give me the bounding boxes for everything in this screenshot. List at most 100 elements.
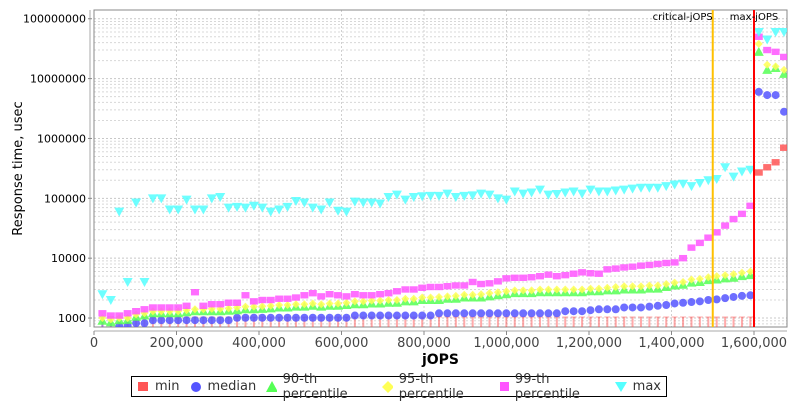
data-point-95-th-percentile — [376, 296, 385, 305]
data-point-max — [602, 187, 613, 197]
data-point-95-th-percentile — [468, 290, 477, 299]
data-point-median — [611, 305, 620, 314]
data-point-max — [391, 190, 402, 200]
data-point-median — [384, 311, 393, 320]
data-point-median — [653, 301, 662, 310]
data-point-max — [181, 195, 192, 205]
data-point-99-th-percentile — [763, 46, 772, 54]
data-point-median — [409, 311, 418, 320]
data-point-99-th-percentile — [771, 48, 780, 56]
data-point-median — [754, 87, 763, 96]
data-point-99-th-percentile — [737, 210, 746, 218]
data-point-95-th-percentile — [460, 290, 469, 299]
data-point-max — [274, 205, 285, 215]
legend-label: 99-th percentile — [514, 371, 580, 402]
data-point-99-th-percentile — [535, 272, 544, 280]
data-point-max — [678, 179, 689, 189]
data-point-95-th-percentile — [367, 296, 376, 305]
data-point-95-th-percentile — [283, 301, 292, 310]
data-point-median — [148, 316, 157, 325]
response-time-chart: 1000 10000 100000 1000000 10000000 100000000 0… — [11, 9, 788, 368]
data-point-max — [147, 194, 158, 204]
data-point-95-th-percentile — [729, 270, 738, 279]
data-point-95-th-percentile — [679, 277, 688, 286]
legend-item-95-th-percentile: 95-th percentile — [382, 372, 488, 402]
data-point-median — [376, 311, 385, 320]
data-point-95-th-percentile — [687, 275, 696, 284]
data-point-max — [316, 205, 327, 215]
data-point-max — [189, 205, 200, 215]
data-point-median — [763, 91, 772, 100]
data-point-99-th-percentile — [367, 292, 376, 299]
data-point-95-th-percentile — [578, 285, 587, 294]
data-point-95-th-percentile — [249, 302, 258, 311]
data-point-max — [97, 290, 108, 300]
data-point-99-th-percentile — [628, 263, 637, 270]
data-point-median — [157, 316, 166, 325]
data-point-99-th-percentile — [409, 286, 418, 293]
data-point-95-th-percentile — [502, 287, 511, 296]
data-point-95-th-percentile — [771, 62, 780, 71]
data-point-min — [771, 159, 780, 166]
legend-diamond-icon — [382, 380, 393, 393]
data-point-median — [174, 316, 183, 325]
data-point-median — [519, 309, 528, 318]
data-point-max — [669, 180, 680, 190]
data-point-99-th-percentile — [401, 286, 410, 293]
data-point-max — [307, 203, 318, 213]
data-point-min — [780, 144, 787, 151]
data-point-95-th-percentile — [780, 65, 787, 74]
data-point-median — [586, 306, 595, 315]
data-point-95-th-percentile — [594, 284, 603, 293]
x-tick-label: 400,000 — [232, 336, 286, 351]
data-point-99-th-percentile — [468, 278, 477, 286]
y-tick-label: 100000000 — [23, 13, 86, 26]
data-point-max — [745, 165, 756, 175]
data-point-max — [484, 190, 495, 200]
data-point-99-th-percentile — [502, 275, 511, 282]
data-point-max — [492, 194, 503, 204]
legend-item-min: min — [137, 379, 180, 394]
data-point-95-th-percentile — [611, 282, 620, 291]
data-point-99-th-percentile — [780, 53, 787, 61]
data-point-95-th-percentile — [409, 294, 418, 303]
data-point-95-th-percentile — [628, 282, 637, 291]
data-point-99-th-percentile — [233, 299, 242, 306]
data-point-max — [610, 186, 621, 196]
data-point-99-th-percentile — [308, 289, 317, 297]
data-point-max — [400, 195, 411, 205]
data-point-max — [206, 194, 217, 204]
data-point-99-th-percentile — [241, 292, 250, 299]
data-point-99-th-percentile — [275, 295, 284, 302]
data-point-median — [308, 313, 317, 322]
data-point-95-th-percentile — [291, 300, 300, 309]
data-point-99-th-percentile — [132, 308, 141, 315]
data-point-max — [156, 194, 167, 204]
data-point-99-th-percentile — [359, 292, 368, 299]
legend-item-90-th-percentile: 90-th percentile — [266, 372, 372, 402]
legend-square-icon — [138, 381, 148, 391]
data-point-95-th-percentile — [519, 286, 528, 295]
data-point-95-th-percentile — [552, 285, 561, 294]
data-point-99-th-percentile — [670, 259, 679, 266]
data-point-99-th-percentile — [712, 229, 721, 236]
data-point-max — [703, 176, 714, 186]
data-point-median — [620, 303, 629, 312]
data-point-99-th-percentile — [620, 264, 629, 271]
data-point-median — [233, 313, 242, 322]
data-point-99-th-percentile — [746, 202, 755, 209]
data-point-95-th-percentile — [544, 285, 553, 294]
data-point-median — [662, 301, 671, 310]
data-point-median — [350, 311, 359, 320]
data-point-95-th-percentile — [418, 293, 427, 302]
plot-frame — [93, 9, 788, 328]
data-point-max — [585, 185, 596, 195]
data-point-99-th-percentile — [636, 262, 645, 269]
data-point-max — [215, 193, 226, 203]
data-point-99-th-percentile — [182, 302, 191, 310]
data-point-max — [341, 207, 352, 217]
legend: min median 90-th percentile 95-th percentil… — [131, 372, 667, 402]
data-point-95-th-percentile — [670, 278, 679, 287]
data-point-median — [679, 298, 688, 307]
legend-label: median — [207, 379, 257, 394]
